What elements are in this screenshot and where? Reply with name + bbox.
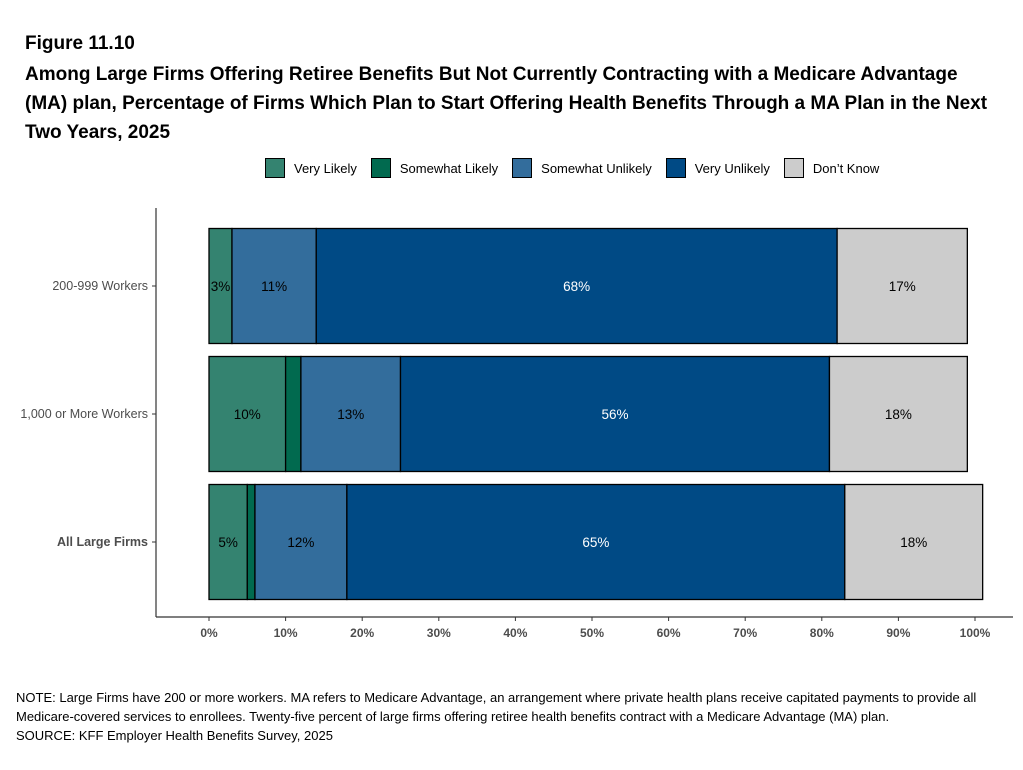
- legend-label: Very Unlikely: [694, 160, 770, 176]
- legend-label: Very Likely: [294, 160, 357, 176]
- bar-segment: [246, 483, 256, 601]
- legend-item: Don’t Know: [783, 158, 880, 178]
- bar-segment: [828, 355, 968, 473]
- bar-segment: [284, 355, 302, 473]
- data-label: 18%: [885, 407, 912, 422]
- legend-item: Somewhat Unlikely: [512, 158, 652, 178]
- data-label: 5%: [218, 535, 238, 550]
- bar-segment: [254, 483, 348, 601]
- data-label: 68%: [563, 279, 590, 294]
- data-label: 11%: [261, 279, 287, 294]
- x-tick-label: 20%: [350, 626, 374, 640]
- legend-swatch: [265, 158, 285, 178]
- legend-swatch: [512, 158, 533, 178]
- plot-area: 0% 10% 20% 30% 40% 50% 60% 70% 80% 90% 100% 200-999…: [20, 208, 1013, 640]
- bar-segment: [315, 227, 838, 345]
- legend-item: Somewhat Likely: [370, 158, 499, 178]
- x-tick-label: 60%: [657, 626, 681, 640]
- y-tick-label: 200-999 Workers: [52, 279, 148, 293]
- note-text: NOTE: Large Firms have 200 or more worke…: [16, 690, 977, 724]
- legend-swatch: [783, 158, 804, 178]
- bar-segment: [399, 355, 831, 473]
- legend-item: Very Unlikely: [665, 158, 770, 178]
- data-label: 65%: [582, 535, 609, 550]
- legend-swatch: [665, 158, 686, 178]
- source-text: SOURCE: KFF Employer Health Benefits Sur…: [16, 728, 333, 743]
- bar-segment: [208, 483, 248, 601]
- footnote: NOTE: Large Firms have 200 or more worke…: [16, 688, 1016, 745]
- bar-segment: [208, 355, 287, 473]
- y-tick-label: 1,000 or More Workers: [20, 407, 148, 421]
- data-label: 13%: [337, 407, 364, 422]
- chart-title: Among Large Firms Offering Retiree Benef…: [25, 64, 988, 143]
- x-tick-label: 30%: [427, 626, 451, 640]
- y-tick-label: All Large Firms: [57, 535, 148, 549]
- x-tick-label: 90%: [886, 626, 910, 640]
- x-tick-label: 50%: [580, 626, 604, 640]
- legend-label: Somewhat Likely: [399, 160, 499, 176]
- legend-swatch: [370, 158, 391, 178]
- x-tick-label: 10%: [274, 626, 298, 640]
- bar-segment: [346, 483, 846, 601]
- bar-segment: [844, 483, 984, 601]
- figure-label: Figure 11.10: [25, 33, 135, 54]
- legend-item: Very Likely: [265, 158, 357, 178]
- legend: Very Likely Somewhat Likely Somewhat Unlik…: [265, 158, 893, 178]
- x-tick-label: 100%: [960, 626, 991, 640]
- data-label: 17%: [889, 279, 916, 294]
- bar-segment: [836, 227, 968, 345]
- data-label: 56%: [601, 407, 628, 422]
- x-tick-label: 80%: [810, 626, 834, 640]
- data-label: 3%: [211, 279, 231, 294]
- x-tick-label: 0%: [200, 626, 218, 640]
- x-tick-label: 70%: [733, 626, 757, 640]
- bar-segment: [300, 355, 402, 473]
- data-label: 12%: [287, 535, 314, 550]
- data-label: 18%: [900, 535, 927, 550]
- legend-label: Somewhat Unlikely: [541, 160, 652, 176]
- data-label: 10%: [234, 407, 261, 422]
- x-tick-label: 40%: [503, 626, 527, 640]
- legend-label: Don’t Know: [812, 160, 880, 176]
